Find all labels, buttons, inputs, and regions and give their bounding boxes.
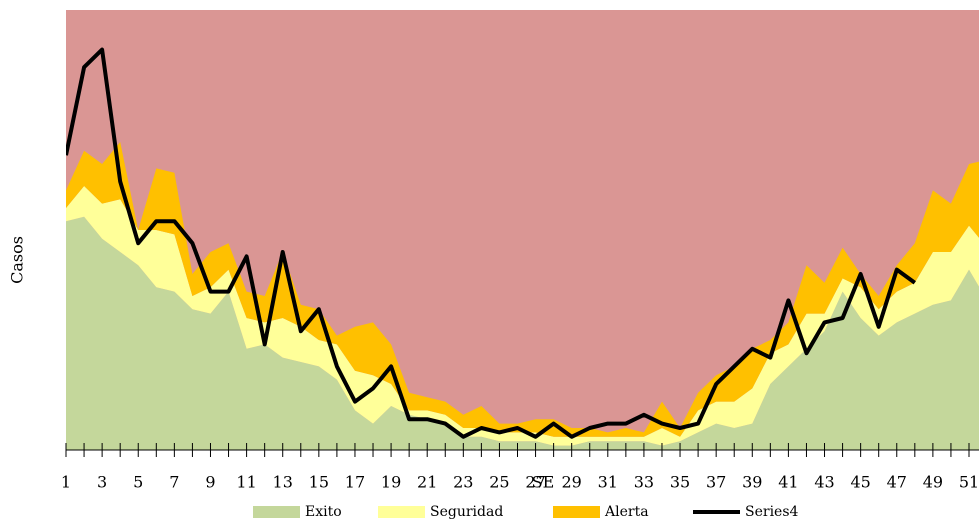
- legend-label: Alerta: [604, 504, 649, 520]
- x-tick-label: 17: [345, 473, 365, 492]
- x-tick-label: 25: [489, 473, 509, 492]
- x-tick-label: 47: [887, 473, 907, 492]
- legend-swatch: [253, 506, 300, 518]
- area: [66, 142, 979, 437]
- y-axis-label: Casos: [8, 236, 27, 284]
- line: [66, 47, 916, 439]
- x-tick-label: 41: [778, 473, 798, 492]
- legend-label: Series4: [745, 504, 799, 520]
- x-tick-label: 21: [417, 473, 437, 492]
- plot: [66, 47, 979, 450]
- x-tick-label: 3: [97, 473, 107, 492]
- x-tick-label: 35: [670, 473, 690, 492]
- x-tick-label: 43: [814, 473, 834, 492]
- x-tick-label: 15: [309, 473, 329, 492]
- x-tick-label: 13: [273, 473, 293, 492]
- x-tick-label: 1: [61, 473, 71, 492]
- x-tick-label: 29: [562, 473, 582, 492]
- x-tick-label: 9: [205, 473, 215, 492]
- x-tick-label: 31: [598, 473, 618, 492]
- legend-swatch: [553, 506, 600, 518]
- legend-label: Exito: [305, 504, 342, 520]
- x-tick-label: 19: [381, 473, 401, 492]
- x-tick-label: 51: [959, 473, 979, 492]
- area: [66, 216, 979, 450]
- x-tick-label: 37: [706, 473, 726, 492]
- x-tick-label: 39: [742, 473, 762, 492]
- x-tick-label: 23: [453, 473, 473, 492]
- x-tick-label: 5: [133, 473, 143, 492]
- legend-swatch: [378, 506, 425, 518]
- x-tick-label: 11: [236, 473, 256, 492]
- x-tick-label: 49: [923, 473, 943, 492]
- x-tick-label: 7: [169, 473, 179, 492]
- x-axis-label: SE: [532, 473, 555, 492]
- legend-label: Seguridad: [430, 504, 503, 520]
- x-tick-label: 45: [850, 473, 870, 492]
- x-tick-label: 33: [634, 473, 654, 492]
- x-tick-label: 27: [525, 473, 545, 492]
